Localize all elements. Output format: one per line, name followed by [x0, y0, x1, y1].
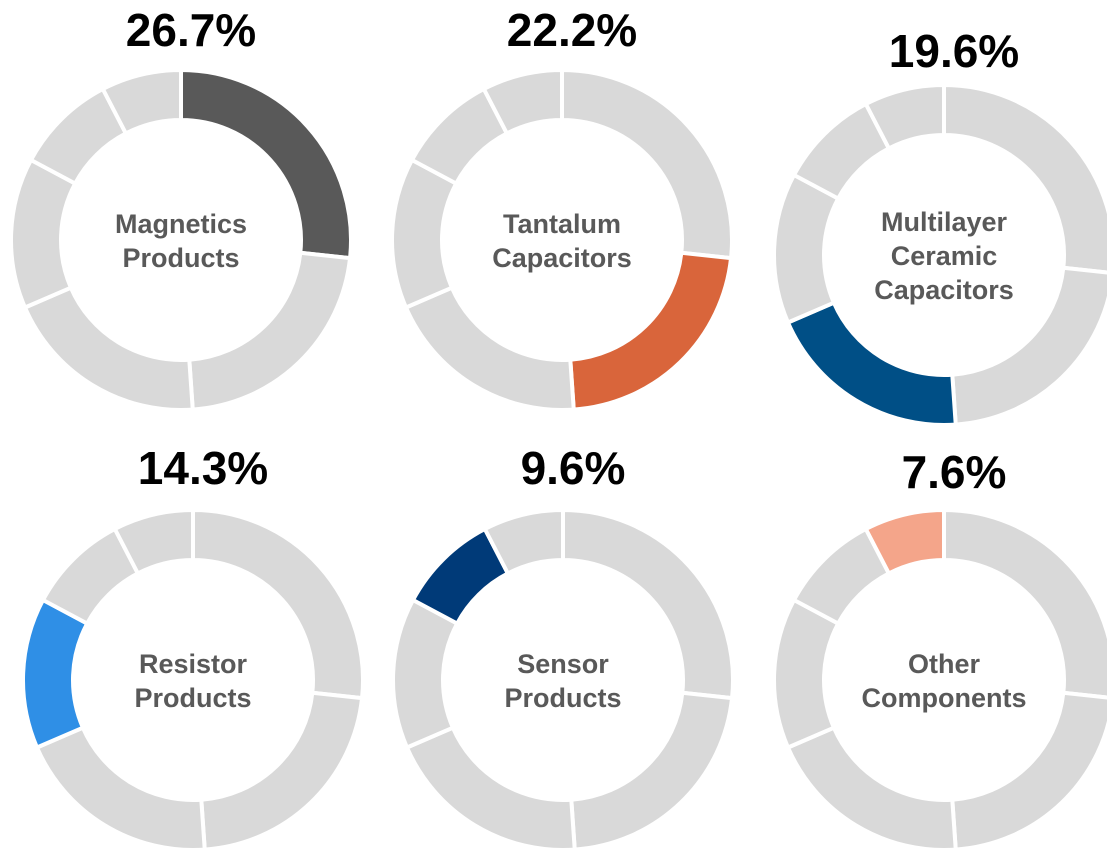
donut-segment	[569, 690, 735, 852]
donut	[772, 82, 1107, 427]
category-label: Tantalum Capacitors	[492, 209, 632, 273]
donut-segment	[391, 597, 460, 751]
value-label: 7.6%	[902, 446, 1007, 498]
donut-segment	[9, 157, 78, 311]
donut	[772, 507, 1107, 852]
value-label: 26.7%	[126, 4, 256, 56]
donut	[9, 67, 353, 412]
category-label: Resistor Products	[134, 649, 251, 713]
donut-segment	[568, 250, 734, 412]
donut	[391, 507, 735, 852]
donut-segment	[112, 507, 195, 577]
donut-segment	[942, 507, 1107, 700]
value-label: 19.6%	[889, 25, 1019, 77]
donut-segment	[950, 690, 1107, 852]
category-label: Sensor Products	[504, 649, 621, 713]
donut-segment	[199, 690, 365, 852]
value-label: 14.3%	[138, 442, 268, 494]
value-label: 9.6%	[521, 442, 626, 494]
donut-segment	[100, 67, 183, 137]
donut-segment	[22, 285, 195, 412]
donut-segment	[785, 725, 958, 852]
donut-segment	[403, 285, 576, 412]
donut-segment	[481, 67, 564, 137]
donut-segment	[863, 507, 946, 577]
donut	[390, 67, 734, 412]
donut-segment	[785, 300, 958, 427]
donut-segment	[21, 597, 90, 751]
donut-segment	[863, 82, 946, 152]
donut-segment	[404, 725, 577, 852]
value-label: 22.2%	[507, 4, 637, 56]
donut-segment	[390, 157, 459, 311]
category-label: Magnetics Products	[115, 209, 247, 273]
category-label: Other Components	[862, 649, 1027, 713]
category-label: Multilayer Ceramic Capacitors	[874, 207, 1014, 305]
donut-segment	[34, 725, 207, 852]
donut-segment	[772, 597, 841, 751]
donut	[21, 507, 365, 852]
donut-segment	[942, 82, 1107, 275]
donut-segment	[187, 250, 353, 412]
donut-segment	[772, 172, 841, 326]
donut-segment	[482, 507, 565, 577]
